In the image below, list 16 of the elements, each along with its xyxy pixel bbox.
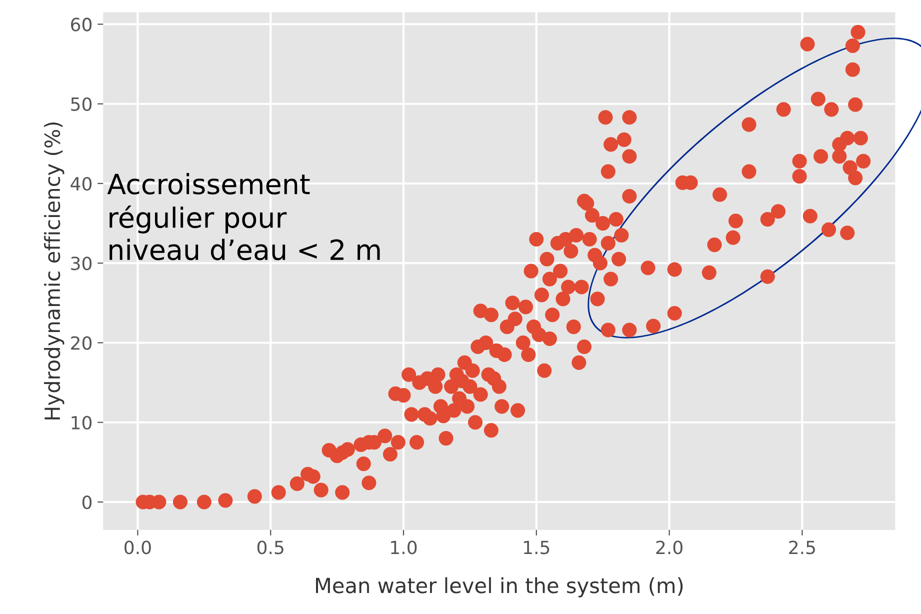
x-axis-title: Mean water level in the system (m) <box>316 577 683 598</box>
y-tick-label: 10 <box>72 416 92 430</box>
x-tick-label: 0.0 <box>124 540 151 554</box>
x-tick-label: 1.5 <box>524 540 550 554</box>
x-tick-label: 0.5 <box>257 540 284 554</box>
x-tick-label: 2.5 <box>789 540 815 554</box>
y-tick-label: 20 <box>71 336 92 350</box>
y-axis-title: Hydrodynamic efficiency (%) <box>44 122 64 420</box>
y-tick-label: 0 <box>82 495 92 510</box>
y-tick-label: 30 <box>71 256 92 270</box>
x-tick-label: 1.0 <box>391 540 417 554</box>
y-tick-label: 60 <box>71 18 92 32</box>
y-tick-label: 40 <box>70 176 92 191</box>
annotation: Accroissement régulier pour niveau d’eau < 2 m <box>107 173 380 260</box>
x-tick-label: 2.0 <box>656 540 682 554</box>
y-tick-label: 50 <box>71 97 92 111</box>
